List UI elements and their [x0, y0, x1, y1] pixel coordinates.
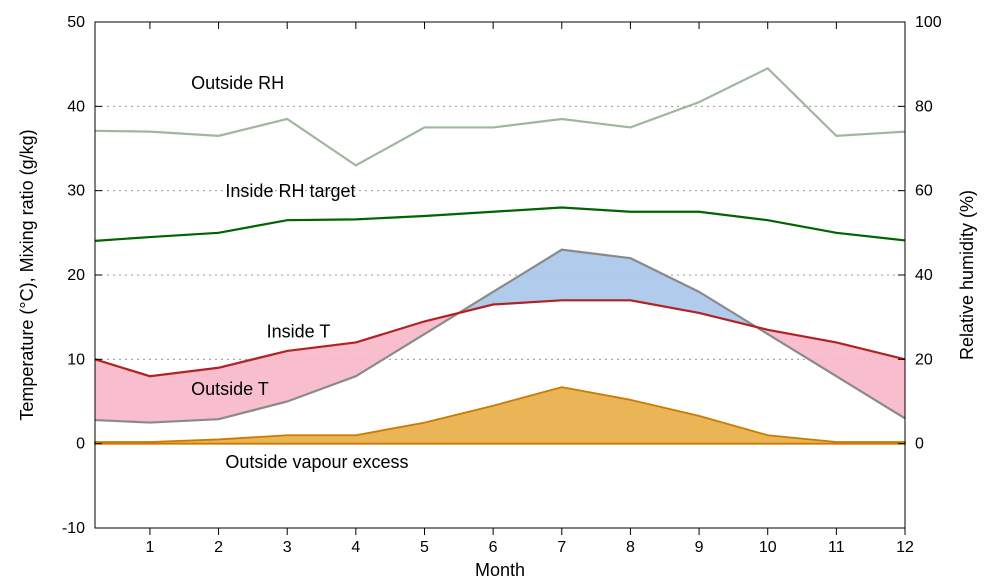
label-inside-t: Inside T [267, 321, 331, 341]
x-tick-label: 7 [557, 539, 566, 556]
yr-tick-label: 60 [915, 183, 933, 200]
x-tick-label: 6 [489, 539, 498, 556]
yr-tick-label: 40 [915, 267, 933, 284]
x-tick-label: 5 [420, 539, 429, 556]
label-outside-t: Outside T [191, 379, 269, 399]
yr-tick-label: 80 [915, 98, 933, 115]
yl-tick-label: 20 [67, 267, 85, 284]
label-inside-rh-target: Inside RH target [225, 181, 355, 201]
x-axis-title: Month [475, 560, 525, 580]
yl-tick-label: -10 [62, 520, 85, 537]
x-tick-label: 10 [759, 539, 777, 556]
yl-tick-label: 10 [67, 351, 85, 368]
yr-tick-label: 100 [915, 14, 942, 31]
label-outside-vapour-excess: Outside vapour excess [225, 452, 408, 472]
x-tick-label: 11 [828, 539, 845, 556]
climate-chart: 123456789101112Month-1001020304050Temper… [0, 0, 1000, 583]
yl-tick-label: 50 [67, 14, 85, 31]
yl-tick-label: 0 [76, 436, 85, 453]
yr-tick-label: 20 [915, 351, 933, 368]
yl-tick-label: 40 [67, 98, 85, 115]
x-tick-label: 1 [145, 539, 154, 556]
yr-tick-label: 0 [915, 436, 924, 453]
x-tick-label: 12 [896, 539, 914, 556]
x-tick-label: 4 [351, 539, 360, 556]
x-tick-label: 9 [695, 539, 704, 556]
x-tick-label: 2 [214, 539, 223, 556]
y-right-title: Relative humidity (%) [957, 190, 977, 360]
y-left-title: Temperature (°C), Mixing ratio (g/kg) [17, 129, 37, 420]
yl-tick-label: 30 [67, 183, 85, 200]
x-tick-label: 3 [283, 539, 292, 556]
x-tick-label: 8 [626, 539, 635, 556]
label-outside-rh: Outside RH [191, 73, 284, 93]
